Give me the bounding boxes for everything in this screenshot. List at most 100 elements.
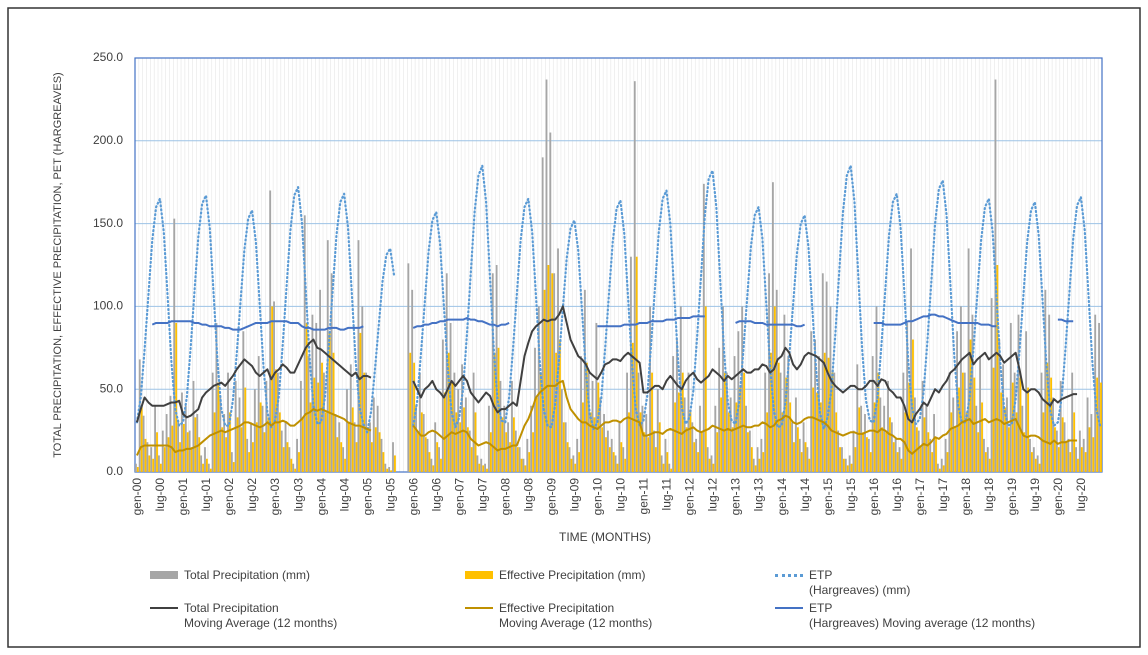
bar <box>349 364 352 472</box>
bar <box>436 442 439 472</box>
bar <box>242 331 245 472</box>
bar <box>791 422 794 472</box>
bar <box>626 372 628 472</box>
bar <box>472 372 475 472</box>
bar <box>697 452 699 472</box>
bar <box>1048 314 1051 472</box>
bar <box>750 447 753 472</box>
bar <box>351 407 354 472</box>
bar <box>257 356 260 472</box>
bar <box>967 248 970 472</box>
bar <box>666 452 669 472</box>
bar <box>931 452 934 472</box>
bar <box>823 352 826 472</box>
bar <box>434 422 437 472</box>
bar <box>795 397 797 472</box>
x-tick-label: lug-06 <box>429 478 443 512</box>
bar <box>927 432 930 472</box>
bar <box>756 447 759 472</box>
bar <box>889 417 891 472</box>
y-tick-label: 100.0 <box>93 299 123 313</box>
bar <box>213 412 216 472</box>
bar <box>388 467 391 472</box>
bar <box>204 447 206 472</box>
bar <box>1032 447 1035 472</box>
x-tick-label: lug-07 <box>475 478 489 512</box>
bar <box>363 372 366 472</box>
series-line <box>136 379 1078 456</box>
bar <box>296 438 298 472</box>
bar <box>382 452 385 472</box>
bar <box>298 452 300 472</box>
bar <box>979 356 982 472</box>
bar <box>301 417 304 472</box>
bar <box>158 455 160 472</box>
bar <box>267 417 270 472</box>
bar <box>384 463 387 472</box>
bar <box>169 395 172 472</box>
bar <box>338 422 341 472</box>
bar <box>459 422 462 472</box>
bar <box>651 372 653 472</box>
bar <box>754 465 757 472</box>
bar <box>842 458 845 472</box>
bar <box>328 332 331 472</box>
bar <box>263 432 266 472</box>
bar <box>522 458 525 472</box>
bar <box>545 79 548 472</box>
bar <box>186 432 189 472</box>
bar <box>535 397 538 472</box>
bar <box>913 397 916 472</box>
bar <box>135 463 137 472</box>
bar <box>628 412 630 472</box>
x-tick-label: gen-00 <box>130 478 144 516</box>
bar <box>986 447 989 472</box>
bar <box>292 463 295 472</box>
bar <box>1036 455 1039 472</box>
legend-label: Total Precipitation Moving Average (12 m… <box>184 601 338 630</box>
bar <box>630 256 632 472</box>
bar <box>324 412 327 472</box>
x-tick-label: gen-05 <box>360 478 374 516</box>
bar <box>453 372 456 472</box>
bar <box>771 182 774 472</box>
bar <box>892 442 895 472</box>
bar <box>946 452 949 472</box>
bar <box>875 306 878 472</box>
bar <box>219 397 222 472</box>
bar <box>764 372 767 472</box>
x-tick-label: gen-11 <box>637 478 651 515</box>
bar <box>1063 422 1066 472</box>
bar <box>965 412 968 472</box>
bar <box>583 289 586 472</box>
bar <box>793 442 795 472</box>
bar <box>635 256 638 472</box>
x-tick-label: lug-16 <box>890 478 904 512</box>
bar <box>188 430 191 472</box>
bar <box>864 414 866 472</box>
bar <box>706 447 709 472</box>
legend-label: Total Precipitation (mm) <box>184 568 311 582</box>
bar <box>578 452 581 472</box>
bar <box>910 248 912 472</box>
bar <box>605 437 607 472</box>
bar <box>773 306 776 472</box>
bar <box>230 452 233 472</box>
bar <box>1034 458 1037 472</box>
bar <box>580 356 582 472</box>
bar <box>1015 412 1018 472</box>
bar <box>461 364 463 472</box>
bar <box>739 387 742 472</box>
bar <box>313 377 316 472</box>
bar <box>998 339 1001 472</box>
legend-entry: ETP (Hargreaves) Moving average (12 mont… <box>775 601 1035 631</box>
x-tick-label: lug-20 <box>1074 478 1088 512</box>
bar <box>858 407 861 472</box>
x-tick-label: lug-09 <box>568 478 582 512</box>
bar <box>441 339 444 472</box>
bar <box>1052 397 1054 472</box>
bar <box>595 322 598 472</box>
bar <box>499 380 502 472</box>
bar <box>255 422 258 472</box>
